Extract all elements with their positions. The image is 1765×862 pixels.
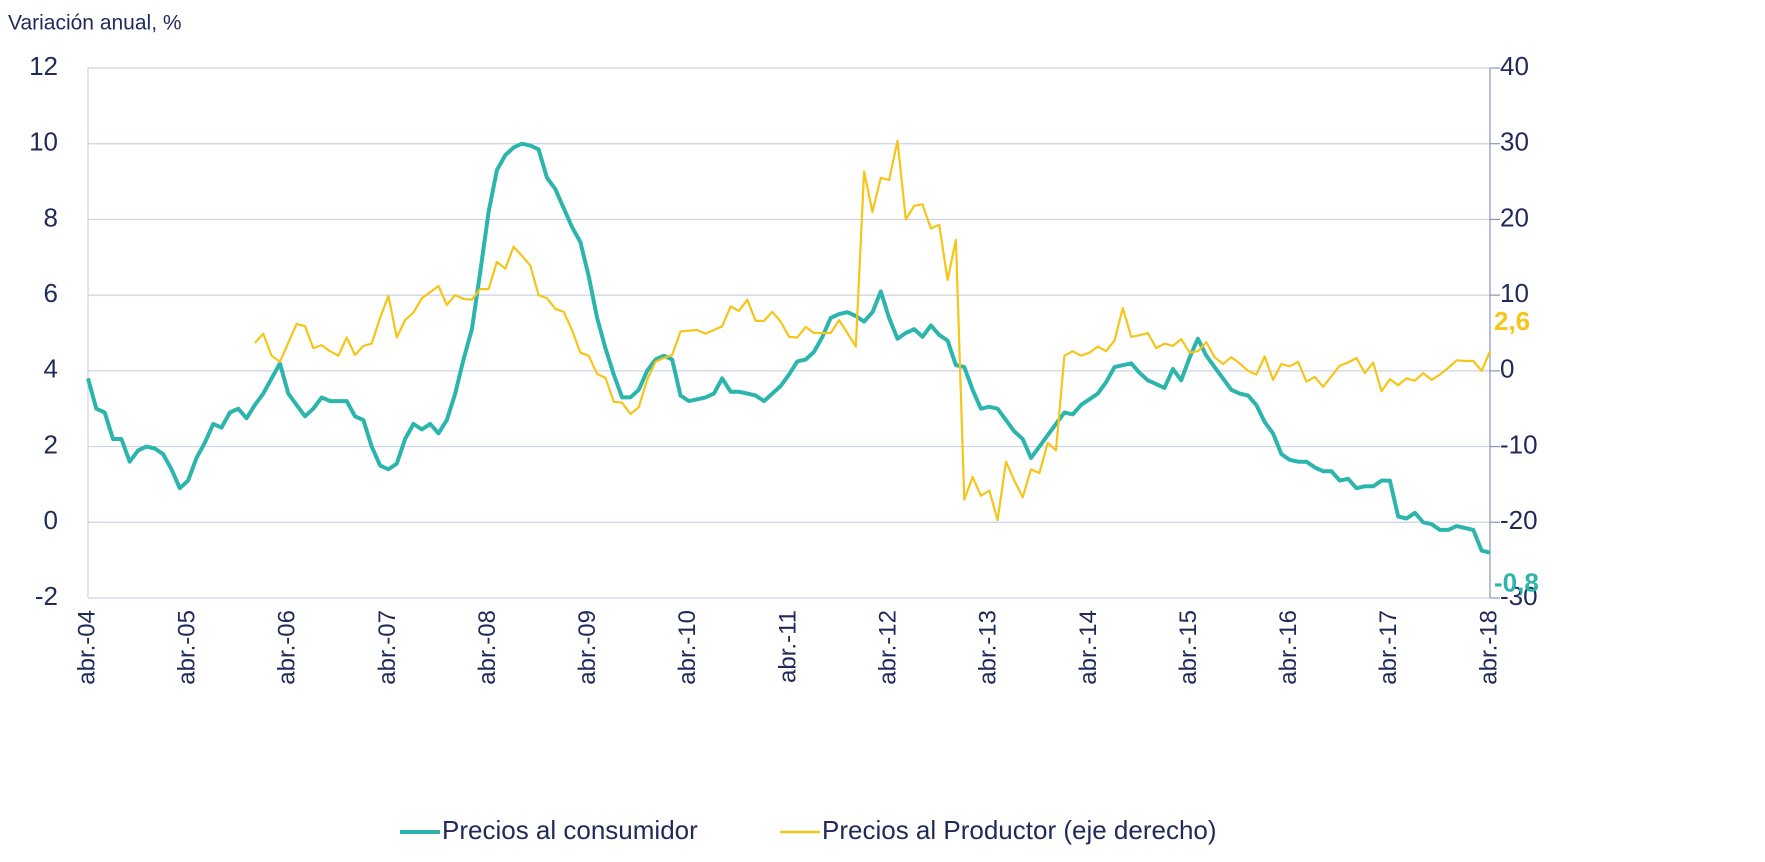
x-tick-label: abr.-08	[474, 610, 501, 685]
y2-tick-label: -20	[1500, 505, 1538, 535]
y-tick-label: 12	[29, 51, 58, 81]
y-tick-label: 0	[44, 505, 58, 535]
y-tick-label: 4	[44, 354, 58, 384]
x-tick-label: abr.-12	[874, 610, 901, 685]
end-label: 2,6	[1494, 306, 1530, 336]
x-tick-label: abr.-16	[1275, 610, 1302, 685]
x-tick-label: abr.-09	[574, 610, 601, 685]
x-tick-label: abr.-11	[774, 610, 801, 683]
y-tick-label: 6	[44, 278, 58, 308]
x-tick-label: abr.-07	[374, 610, 401, 685]
y-tick-label: 10	[29, 127, 58, 157]
x-tick-label: abr.-04	[73, 610, 100, 685]
y-tick-label: 2	[44, 429, 58, 459]
x-tick-label: abr.-06	[274, 610, 301, 685]
x-tick-label: abr.-14	[1075, 610, 1102, 685]
x-tick-label: abr.-18	[1475, 610, 1502, 685]
axis-label: Variación anual, %	[8, 12, 182, 35]
legend-label: Precios al consumidor	[442, 815, 698, 845]
series-line	[86, 141, 1491, 555]
end-label: -0,8	[1494, 567, 1539, 597]
x-tick-label: abr.-13	[975, 610, 1002, 685]
x-tick-label: abr.-15	[1175, 610, 1202, 685]
x-tick-label: abr.-05	[173, 610, 200, 685]
y-tick-label: -2	[35, 581, 58, 611]
y2-tick-label: 10	[1500, 278, 1529, 308]
legend-label: Precios al Productor (eje derecho)	[822, 815, 1217, 845]
y-tick-label: 8	[44, 202, 58, 232]
series-line	[254, 139, 1492, 522]
x-tick-label: abr.-17	[1375, 610, 1402, 685]
y2-tick-label: 20	[1500, 202, 1529, 232]
y2-tick-label: 30	[1500, 127, 1529, 157]
x-tick-label: abr.-10	[674, 610, 701, 685]
y2-tick-label: 40	[1500, 51, 1529, 81]
y2-tick-label: 0	[1500, 354, 1514, 384]
y2-tick-label: -10	[1500, 429, 1538, 459]
y2-tick-label: -30	[1500, 581, 1538, 611]
